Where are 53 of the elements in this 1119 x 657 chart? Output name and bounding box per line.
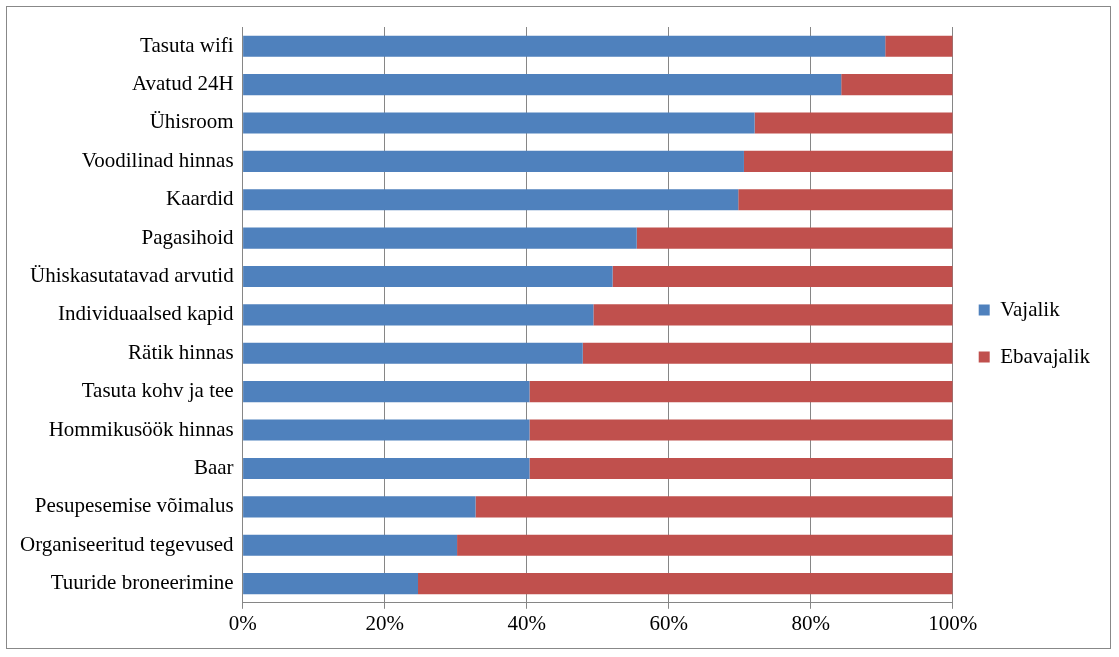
bar [243,381,530,403]
y-tick-label: Ühisroom [149,109,234,134]
bar [243,573,419,595]
bar [582,342,953,364]
y-tick-label: Pagasihoid [141,224,235,249]
y-tick-label: Tasuta wifi [140,32,234,57]
x-tick-label: 20% [365,610,404,635]
y-tick-label: Pesupesemise võimalus [34,493,234,518]
y-tick-label: Baar [193,454,234,479]
bar [243,534,458,556]
y-tick-label: Ühiskasutatavad arvutid [30,263,235,288]
bar [529,419,953,441]
bar [738,189,953,211]
bar [243,227,637,249]
bar [841,74,953,96]
bar [636,227,953,249]
bar [243,457,530,479]
bar [243,265,613,288]
bar [243,304,594,326]
bar [243,189,739,211]
bar [418,573,953,595]
y-tick-label: Avatud 24H [131,71,234,96]
bar [743,150,953,172]
y-tick-label: Voodilinad hinnas [81,147,234,172]
y-tick-label: Tasuta kohv ja tee [81,378,234,403]
bar [754,112,953,134]
bar [529,457,953,479]
bar [593,304,953,326]
legend-label: Vajalik [1000,296,1061,321]
bar [243,342,583,364]
y-tick-label: Individuaalsed kapid [58,301,235,326]
bar [243,35,886,57]
legend-label: Ebavajalik [1000,343,1091,368]
y-tick-label: Organiseeritud tegevused [19,531,235,556]
bar [529,381,953,403]
x-tick-label: 60% [649,610,688,635]
bar [475,496,953,518]
bar [612,265,953,288]
bar [243,150,744,172]
bar [243,112,755,134]
bar [243,496,476,518]
bar [457,534,953,556]
y-tick-label: Hommikusöök hinnas [48,416,234,441]
bar [243,419,530,441]
x-tick-label: 80% [791,610,830,635]
y-tick-label: Kaardid [165,186,235,211]
y-tick-label: Tuuride broneerimine [50,570,234,595]
y-tick-label: Rätik hinnas [128,339,234,364]
x-tick-label: 40% [507,610,546,635]
x-tick-label: 100% [928,610,978,635]
bar [885,35,953,57]
x-tick-label: 0% [228,610,257,635]
bar [243,74,842,96]
